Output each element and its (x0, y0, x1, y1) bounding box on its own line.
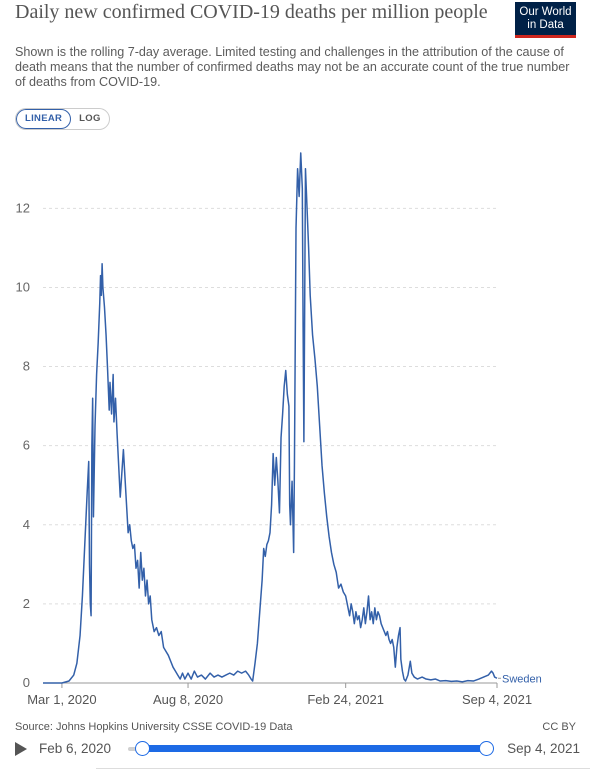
y-tick-label: 10 (16, 279, 30, 294)
timeline-end-handle[interactable] (479, 741, 494, 756)
x-axis-ticks: Mar 1, 2020 Aug 8, 2020 Feb 24, 2021 Sep 4,… (27, 683, 532, 707)
x-tick-label: Mar 1, 2020 (27, 692, 96, 707)
play-icon[interactable] (15, 742, 27, 756)
linear-scale-button[interactable]: LINEAR (16, 109, 72, 129)
series-line-sweden (43, 152, 498, 684)
line-chart: 0 2 4 6 8 10 12 Mar 1, 2020 Aug 8, 2020 Feb 24, … (16, 152, 542, 707)
gridlines (43, 207, 497, 684)
y-tick-label: 2 (23, 596, 30, 611)
scale-toggle: LINEAR LOG (15, 108, 110, 130)
y-tick-label: 6 (23, 438, 30, 453)
log-scale-button[interactable]: LOG (79, 113, 101, 124)
series-label: Sweden (502, 673, 542, 685)
y-axis-ticks: 0 2 4 6 8 10 12 (16, 200, 30, 690)
logo-line-2: in Data (527, 19, 564, 31)
timeline-selected-range[interactable] (143, 745, 487, 752)
timeline-start-label: Feb 6, 2020 (39, 741, 112, 756)
license-link[interactable]: CC BY (542, 721, 576, 733)
y-tick-label: 4 (23, 517, 30, 532)
x-tick-label: Aug 8, 2020 (153, 692, 223, 707)
y-tick-label: 8 (23, 359, 30, 374)
timeline-end-label: Sep 4, 2021 (507, 741, 580, 756)
x-tick-label: Feb 24, 2021 (307, 692, 384, 707)
y-tick-label: 12 (16, 200, 30, 215)
series-layer: Sweden (43, 152, 542, 685)
x-tick-label: Sep 4, 2021 (462, 692, 532, 707)
chart-title: Daily new confirmed COVID-19 deaths per … (15, 1, 488, 23)
owid-logo[interactable]: Our World in Data (515, 2, 576, 38)
chart-subtitle: Shown is the rolling 7-day average. Limi… (15, 45, 570, 89)
logo-line-1: Our World (519, 6, 572, 18)
tab-bar-divider (96, 768, 590, 769)
timeline-slider: Feb 6, 2020 Sep 4, 2021 (15, 738, 580, 760)
y-tick-label: 0 (23, 675, 30, 690)
timeline-start-handle[interactable] (135, 741, 150, 756)
source-note[interactable]: Source: Johns Hopkins University CSSE CO… (15, 721, 293, 733)
